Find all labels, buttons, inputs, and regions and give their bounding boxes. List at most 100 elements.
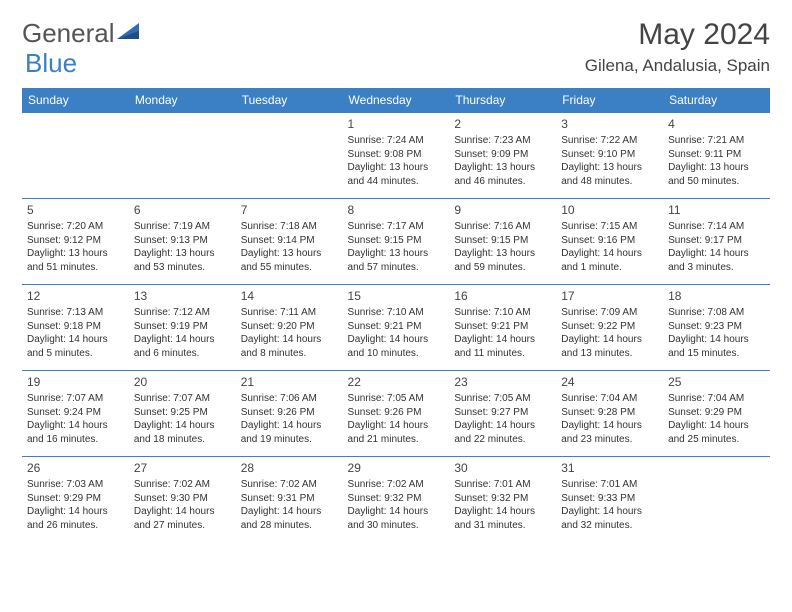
sunrise-text: Sunrise: 7:08 AM	[668, 306, 765, 320]
day-header-row: Sunday Monday Tuesday Wednesday Thursday…	[22, 88, 770, 113]
day-number: 31	[561, 460, 658, 476]
daylight-text: Daylight: 14 hours	[241, 505, 338, 519]
daylight-text: Daylight: 13 hours	[27, 247, 124, 261]
sunset-text: Sunset: 9:09 PM	[454, 148, 551, 162]
sunset-text: Sunset: 9:31 PM	[241, 492, 338, 506]
daylight-text: and 6 minutes.	[134, 347, 231, 361]
day-cell: 24Sunrise: 7:04 AMSunset: 9:28 PMDayligh…	[556, 371, 663, 457]
sunrise-text: Sunrise: 7:16 AM	[454, 220, 551, 234]
day-cell	[236, 113, 343, 199]
daylight-text: Daylight: 14 hours	[27, 333, 124, 347]
sunrise-text: Sunrise: 7:06 AM	[241, 392, 338, 406]
sunset-text: Sunset: 9:29 PM	[668, 406, 765, 420]
daylight-text: and 22 minutes.	[454, 433, 551, 447]
sunrise-text: Sunrise: 7:23 AM	[454, 134, 551, 148]
daylight-text: Daylight: 14 hours	[668, 333, 765, 347]
daylight-text: Daylight: 14 hours	[561, 333, 658, 347]
day-cell: 21Sunrise: 7:06 AMSunset: 9:26 PMDayligh…	[236, 371, 343, 457]
daylight-text: Daylight: 13 hours	[348, 247, 445, 261]
daylight-text: and 26 minutes.	[27, 519, 124, 533]
daylight-text: Daylight: 14 hours	[134, 333, 231, 347]
col-sunday: Sunday	[22, 88, 129, 113]
sunrise-text: Sunrise: 7:02 AM	[241, 478, 338, 492]
sunset-text: Sunset: 9:12 PM	[27, 234, 124, 248]
daylight-text: and 32 minutes.	[561, 519, 658, 533]
daylight-text: Daylight: 14 hours	[241, 333, 338, 347]
col-wednesday: Wednesday	[343, 88, 450, 113]
day-cell: 10Sunrise: 7:15 AMSunset: 9:16 PMDayligh…	[556, 199, 663, 285]
day-cell: 16Sunrise: 7:10 AMSunset: 9:21 PMDayligh…	[449, 285, 556, 371]
day-cell: 11Sunrise: 7:14 AMSunset: 9:17 PMDayligh…	[663, 199, 770, 285]
daylight-text: and 59 minutes.	[454, 261, 551, 275]
day-number: 11	[668, 202, 765, 218]
day-number: 27	[134, 460, 231, 476]
daylight-text: Daylight: 14 hours	[454, 333, 551, 347]
day-cell: 29Sunrise: 7:02 AMSunset: 9:32 PMDayligh…	[343, 457, 450, 543]
day-cell: 26Sunrise: 7:03 AMSunset: 9:29 PMDayligh…	[22, 457, 129, 543]
day-number: 8	[348, 202, 445, 218]
daylight-text: and 8 minutes.	[241, 347, 338, 361]
daylight-text: and 50 minutes.	[668, 175, 765, 189]
sunset-text: Sunset: 9:15 PM	[348, 234, 445, 248]
day-number: 25	[668, 374, 765, 390]
sunset-text: Sunset: 9:30 PM	[134, 492, 231, 506]
daylight-text: Daylight: 13 hours	[561, 161, 658, 175]
daylight-text: Daylight: 13 hours	[241, 247, 338, 261]
week-row: 1Sunrise: 7:24 AMSunset: 9:08 PMDaylight…	[22, 113, 770, 199]
sunset-text: Sunset: 9:21 PM	[348, 320, 445, 334]
week-row: 5Sunrise: 7:20 AMSunset: 9:12 PMDaylight…	[22, 199, 770, 285]
daylight-text: and 10 minutes.	[348, 347, 445, 361]
day-cell: 17Sunrise: 7:09 AMSunset: 9:22 PMDayligh…	[556, 285, 663, 371]
daylight-text: and 55 minutes.	[241, 261, 338, 275]
day-cell: 27Sunrise: 7:02 AMSunset: 9:30 PMDayligh…	[129, 457, 236, 543]
calendar-table: Sunday Monday Tuesday Wednesday Thursday…	[22, 88, 770, 543]
sunset-text: Sunset: 9:33 PM	[561, 492, 658, 506]
sunset-text: Sunset: 9:11 PM	[668, 148, 765, 162]
day-cell: 23Sunrise: 7:05 AMSunset: 9:27 PMDayligh…	[449, 371, 556, 457]
daylight-text: Daylight: 14 hours	[348, 419, 445, 433]
daylight-text: Daylight: 14 hours	[134, 419, 231, 433]
day-number: 15	[348, 288, 445, 304]
day-cell: 30Sunrise: 7:01 AMSunset: 9:32 PMDayligh…	[449, 457, 556, 543]
sunrise-text: Sunrise: 7:17 AM	[348, 220, 445, 234]
daylight-text: Daylight: 14 hours	[668, 419, 765, 433]
daylight-text: Daylight: 13 hours	[348, 161, 445, 175]
daylight-text: Daylight: 14 hours	[348, 333, 445, 347]
day-cell	[129, 113, 236, 199]
sunrise-text: Sunrise: 7:04 AM	[561, 392, 658, 406]
sunrise-text: Sunrise: 7:01 AM	[561, 478, 658, 492]
sunrise-text: Sunrise: 7:02 AM	[348, 478, 445, 492]
day-cell: 5Sunrise: 7:20 AMSunset: 9:12 PMDaylight…	[22, 199, 129, 285]
sunrise-text: Sunrise: 7:01 AM	[454, 478, 551, 492]
day-number: 16	[454, 288, 551, 304]
daylight-text: and 30 minutes.	[348, 519, 445, 533]
sunset-text: Sunset: 9:17 PM	[668, 234, 765, 248]
sunset-text: Sunset: 9:26 PM	[348, 406, 445, 420]
logo-text-2: Blue	[25, 48, 77, 79]
sunrise-text: Sunrise: 7:20 AM	[27, 220, 124, 234]
daylight-text: and 13 minutes.	[561, 347, 658, 361]
day-number: 1	[348, 116, 445, 132]
location: Gilena, Andalusia, Spain	[585, 56, 770, 76]
sunset-text: Sunset: 9:20 PM	[241, 320, 338, 334]
daylight-text: and 11 minutes.	[454, 347, 551, 361]
daylight-text: Daylight: 14 hours	[241, 419, 338, 433]
day-cell: 4Sunrise: 7:21 AMSunset: 9:11 PMDaylight…	[663, 113, 770, 199]
sunset-text: Sunset: 9:22 PM	[561, 320, 658, 334]
sunset-text: Sunset: 9:19 PM	[134, 320, 231, 334]
logo: General	[22, 18, 145, 49]
daylight-text: Daylight: 14 hours	[561, 505, 658, 519]
daylight-text: and 48 minutes.	[561, 175, 658, 189]
day-number: 3	[561, 116, 658, 132]
day-number: 4	[668, 116, 765, 132]
daylight-text: and 18 minutes.	[134, 433, 231, 447]
sunrise-text: Sunrise: 7:10 AM	[348, 306, 445, 320]
logo-text-1: General	[22, 18, 115, 49]
sunset-text: Sunset: 9:26 PM	[241, 406, 338, 420]
sunrise-text: Sunrise: 7:24 AM	[348, 134, 445, 148]
sunrise-text: Sunrise: 7:05 AM	[454, 392, 551, 406]
day-number: 19	[27, 374, 124, 390]
daylight-text: Daylight: 13 hours	[454, 161, 551, 175]
day-number: 22	[348, 374, 445, 390]
sunset-text: Sunset: 9:13 PM	[134, 234, 231, 248]
